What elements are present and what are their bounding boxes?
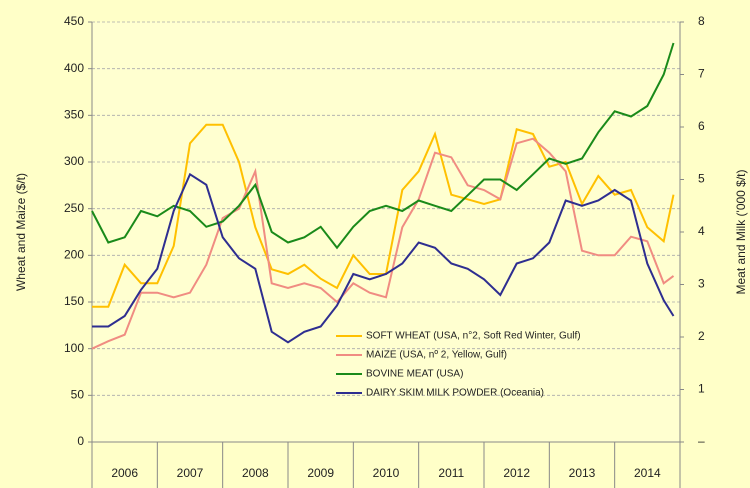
- legend-label: MAIZE (USA, nº 2, Yellow, Gulf): [366, 350, 507, 361]
- y2-tick-label: –: [698, 434, 705, 448]
- legend-label: DAIRY SKIM MILK POWDER (Oceania): [366, 388, 544, 399]
- x-tick-label: 2012: [503, 466, 530, 480]
- plot-area: [92, 22, 680, 442]
- x-tick-label: 2013: [569, 466, 596, 480]
- x-tick-label: 2014: [634, 466, 661, 480]
- y2-tick-label: 4: [698, 224, 705, 238]
- y-tick-label: 400: [64, 61, 84, 75]
- x-tick-label: 2010: [373, 466, 400, 480]
- y-tick-label: 300: [64, 154, 84, 168]
- y-tick-label: 50: [71, 388, 85, 402]
- x-tick-label: 2011: [438, 466, 464, 480]
- y-tick-label: 450: [64, 14, 84, 28]
- x-tick-label: 2008: [242, 466, 269, 480]
- y2-tick-label: 6: [698, 119, 705, 133]
- y2-axis-label: Meat and Milk ('000 $/t): [734, 169, 748, 294]
- y-tick-label: 100: [64, 341, 84, 355]
- x-tick-label: 2009: [307, 466, 334, 480]
- series-line: [92, 172, 675, 344]
- y2-tick-label: 2: [698, 329, 705, 343]
- y2-tick-label: 5: [698, 172, 705, 186]
- y-tick-label: 150: [64, 294, 84, 308]
- y2-tick-label: 3: [698, 277, 705, 291]
- series-line: [91, 42, 675, 250]
- series-line: [91, 137, 675, 350]
- legend-label: BOVINE MEAT (USA): [366, 369, 463, 380]
- x-tick-label: 2006: [111, 466, 138, 480]
- y2-tick-label: 8: [698, 14, 705, 28]
- y-axis-label: Wheat and Maize ($/t): [14, 173, 28, 291]
- y-tick-label: 350: [64, 108, 84, 122]
- y-tick-label: 0: [77, 434, 84, 448]
- legend-label: SOFT WHEAT (USA, n°2, Soft Red Winter, G…: [366, 331, 581, 342]
- y2-tick-label: 7: [698, 67, 705, 81]
- y-tick-label: 200: [64, 248, 84, 262]
- y-tick-label: 250: [64, 201, 84, 215]
- y2-tick-label: 1: [698, 382, 705, 396]
- x-tick-label: 2007: [177, 466, 204, 480]
